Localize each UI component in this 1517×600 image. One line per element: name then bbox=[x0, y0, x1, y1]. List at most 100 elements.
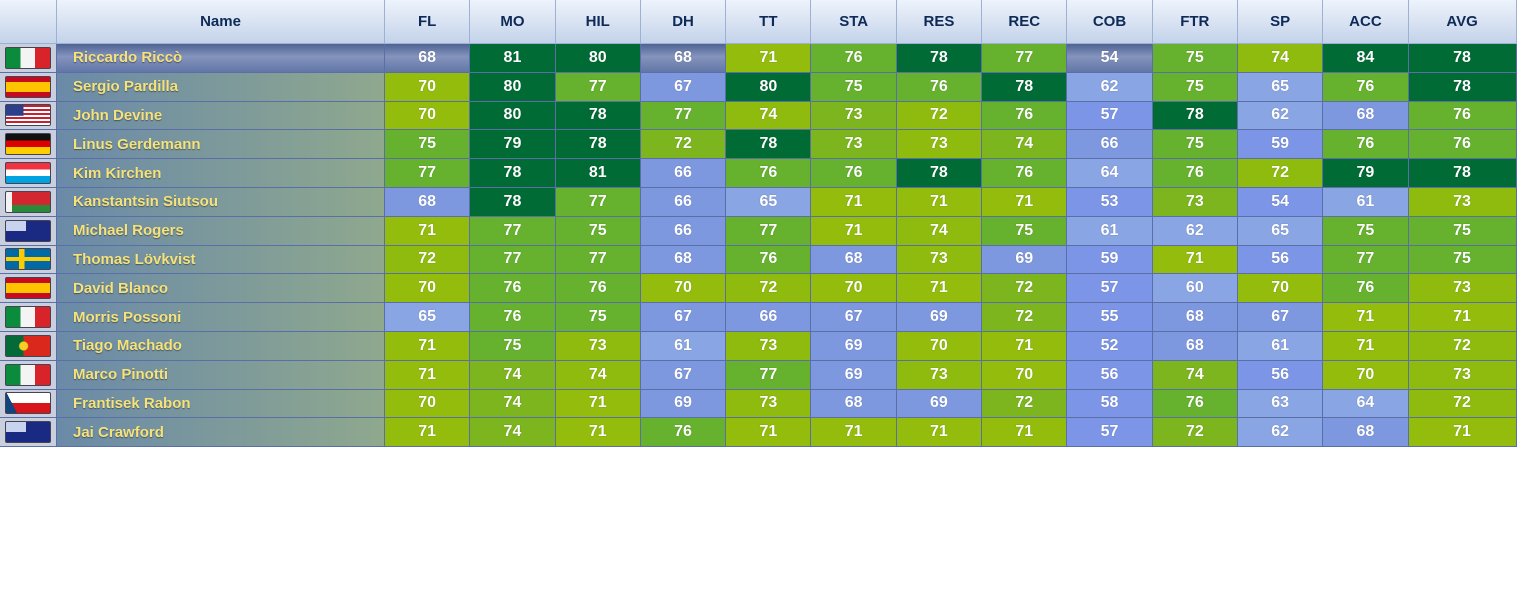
header-name[interactable]: Name bbox=[57, 0, 385, 44]
rider-name[interactable]: Riccardo Riccò bbox=[57, 44, 385, 73]
table-row[interactable]: Thomas Lövkvist 72 77 77 68 76 68 73 69 59 71 56 77 7… bbox=[0, 245, 1517, 275]
table-row[interactable]: Kanstantsin Siutsou 68 78 77 66 65 71 71 71 53 73 5… bbox=[0, 187, 1517, 217]
stat-ftr: 68 bbox=[1152, 331, 1238, 361]
header-flag-column[interactable] bbox=[0, 0, 57, 44]
table-row[interactable]: John Devine 70 80 78 77 74 73 72 76 57 78 62 68 76 bbox=[0, 101, 1517, 131]
rider-name[interactable]: Morris Possoni bbox=[57, 303, 385, 332]
stat-sta: 69 bbox=[811, 360, 897, 390]
stat-tt: 74 bbox=[726, 101, 812, 131]
stat-fl: 77 bbox=[385, 159, 471, 188]
portugal-flag-icon bbox=[5, 334, 51, 357]
flag-cell bbox=[0, 187, 57, 217]
stat-rec: 75 bbox=[982, 216, 1068, 246]
stat-sta: 71 bbox=[811, 216, 897, 246]
header-hil[interactable]: HIL bbox=[555, 0, 641, 44]
stat-sta: 76 bbox=[811, 44, 897, 73]
stat-hil: 77 bbox=[555, 72, 641, 102]
germany-flag-icon bbox=[5, 133, 51, 156]
header-sta[interactable]: STA bbox=[811, 0, 897, 44]
rider-name[interactable]: Marco Pinotti bbox=[57, 360, 385, 390]
header-rec[interactable]: REC bbox=[982, 0, 1068, 44]
flag-cell bbox=[0, 159, 57, 188]
belarus-flag-icon bbox=[5, 190, 51, 213]
stat-mo: 80 bbox=[470, 101, 556, 131]
header-acc[interactable]: ACC bbox=[1323, 0, 1409, 44]
table-row[interactable]: Michael Rogers 71 77 75 66 77 71 74 75 61 62 65 75 75 bbox=[0, 216, 1517, 246]
czech-flag-icon bbox=[5, 392, 51, 415]
rider-name[interactable]: David Blanco bbox=[57, 274, 385, 304]
rider-name[interactable]: Michael Rogers bbox=[57, 216, 385, 246]
table-row[interactable]: David Blanco 70 76 76 70 72 70 71 72 57 60 70 76 73 bbox=[0, 274, 1517, 304]
table-row[interactable]: Tiago Machado 71 75 73 61 73 69 70 71 52 68 61 71 72 bbox=[0, 331, 1517, 361]
stat-res: 69 bbox=[896, 389, 983, 419]
stat-cob: 52 bbox=[1067, 331, 1153, 361]
table-row[interactable]: Morris Possoni 65 76 75 67 66 67 69 72 55 68 67 71 71 bbox=[0, 303, 1517, 332]
stat-mo: 74 bbox=[470, 360, 556, 390]
header-mo[interactable]: MO bbox=[470, 0, 556, 44]
stat-dh: 66 bbox=[640, 159, 727, 188]
stat-res: 73 bbox=[896, 245, 983, 275]
stat-avg: 73 bbox=[1408, 187, 1517, 217]
stat-sta: 75 bbox=[811, 72, 897, 102]
flag-cell bbox=[0, 274, 57, 304]
stat-ftr: 73 bbox=[1152, 187, 1238, 217]
stat-acc: 75 bbox=[1323, 216, 1409, 246]
stat-dh: 61 bbox=[640, 331, 727, 361]
table-row[interactable]: Marco Pinotti 71 74 74 67 77 69 73 70 56 74 56 70 73 bbox=[0, 360, 1517, 390]
rider-name[interactable]: Tiago Machado bbox=[57, 331, 385, 361]
stat-sp: 67 bbox=[1237, 303, 1324, 332]
table-row[interactable]: Frantisek Rabon 70 74 71 69 73 68 69 72 58 76 63 64 7… bbox=[0, 389, 1517, 419]
rider-name[interactable]: Frantisek Rabon bbox=[57, 389, 385, 419]
stat-avg: 76 bbox=[1408, 130, 1517, 160]
rider-name[interactable]: Jai Crawford bbox=[57, 418, 385, 448]
flag-cell bbox=[0, 130, 57, 160]
stat-mo: 77 bbox=[470, 216, 556, 246]
stat-sta: 76 bbox=[811, 159, 897, 188]
spain-flag-icon bbox=[5, 75, 51, 98]
table-row[interactable]: Linus Gerdemann 75 79 78 72 78 73 73 74 66 75 59 76 7… bbox=[0, 130, 1517, 160]
stat-sta: 68 bbox=[811, 389, 897, 419]
stat-tt: 65 bbox=[726, 187, 812, 217]
stat-acc: 68 bbox=[1323, 101, 1409, 131]
header-fl[interactable]: FL bbox=[385, 0, 471, 44]
header-sp[interactable]: SP bbox=[1237, 0, 1324, 44]
stat-tt: 77 bbox=[726, 216, 812, 246]
stat-dh: 77 bbox=[640, 101, 727, 131]
header-res[interactable]: RES bbox=[896, 0, 983, 44]
stat-hil: 71 bbox=[555, 389, 641, 419]
rider-name[interactable]: Linus Gerdemann bbox=[57, 130, 385, 160]
rider-name[interactable]: John Devine bbox=[57, 101, 385, 131]
stat-dh: 76 bbox=[640, 418, 727, 448]
header-cob[interactable]: COB bbox=[1067, 0, 1153, 44]
stat-dh: 67 bbox=[640, 303, 727, 332]
flag-cell bbox=[0, 331, 57, 361]
stat-hil: 77 bbox=[555, 187, 641, 217]
header-ftr[interactable]: FTR bbox=[1152, 0, 1238, 44]
stat-tt: 71 bbox=[726, 44, 812, 73]
stat-rec: 71 bbox=[982, 418, 1068, 448]
stat-cob: 57 bbox=[1067, 418, 1153, 448]
stat-sta: 71 bbox=[811, 187, 897, 217]
header-avg[interactable]: AVG bbox=[1408, 0, 1517, 44]
australia-flag-icon bbox=[5, 219, 51, 242]
header-dh[interactable]: DH bbox=[640, 0, 727, 44]
rider-name[interactable]: Sergio Pardilla bbox=[57, 72, 385, 102]
table-row[interactable]: Kim Kirchen 77 78 81 66 76 76 78 76 64 76 72 79 78 bbox=[0, 159, 1517, 188]
stat-sp: 70 bbox=[1237, 274, 1324, 304]
table-row[interactable]: Jai Crawford 71 74 71 76 71 71 71 71 57 72 62 68 71 bbox=[0, 418, 1517, 448]
table-row[interactable]: Sergio Pardilla 70 80 77 67 80 75 76 78 62 75 65 76 7… bbox=[0, 72, 1517, 102]
stat-rec: 70 bbox=[982, 360, 1068, 390]
rider-name[interactable]: Kanstantsin Siutsou bbox=[57, 187, 385, 217]
rider-name[interactable]: Kim Kirchen bbox=[57, 159, 385, 188]
stat-mo: 76 bbox=[470, 274, 556, 304]
stat-acc: 64 bbox=[1323, 389, 1409, 419]
header-tt[interactable]: TT bbox=[726, 0, 812, 44]
stat-ftr: 75 bbox=[1152, 72, 1238, 102]
table-row[interactable]: Riccardo Riccò 68 81 80 68 71 76 78 77 54 75 74 84 78 bbox=[0, 44, 1517, 73]
stat-avg: 71 bbox=[1408, 303, 1517, 332]
rider-name[interactable]: Thomas Lövkvist bbox=[57, 245, 385, 275]
stat-mo: 74 bbox=[470, 418, 556, 448]
stat-tt: 73 bbox=[726, 331, 812, 361]
stat-res: 72 bbox=[896, 101, 983, 131]
italy-flag-icon bbox=[5, 46, 51, 69]
